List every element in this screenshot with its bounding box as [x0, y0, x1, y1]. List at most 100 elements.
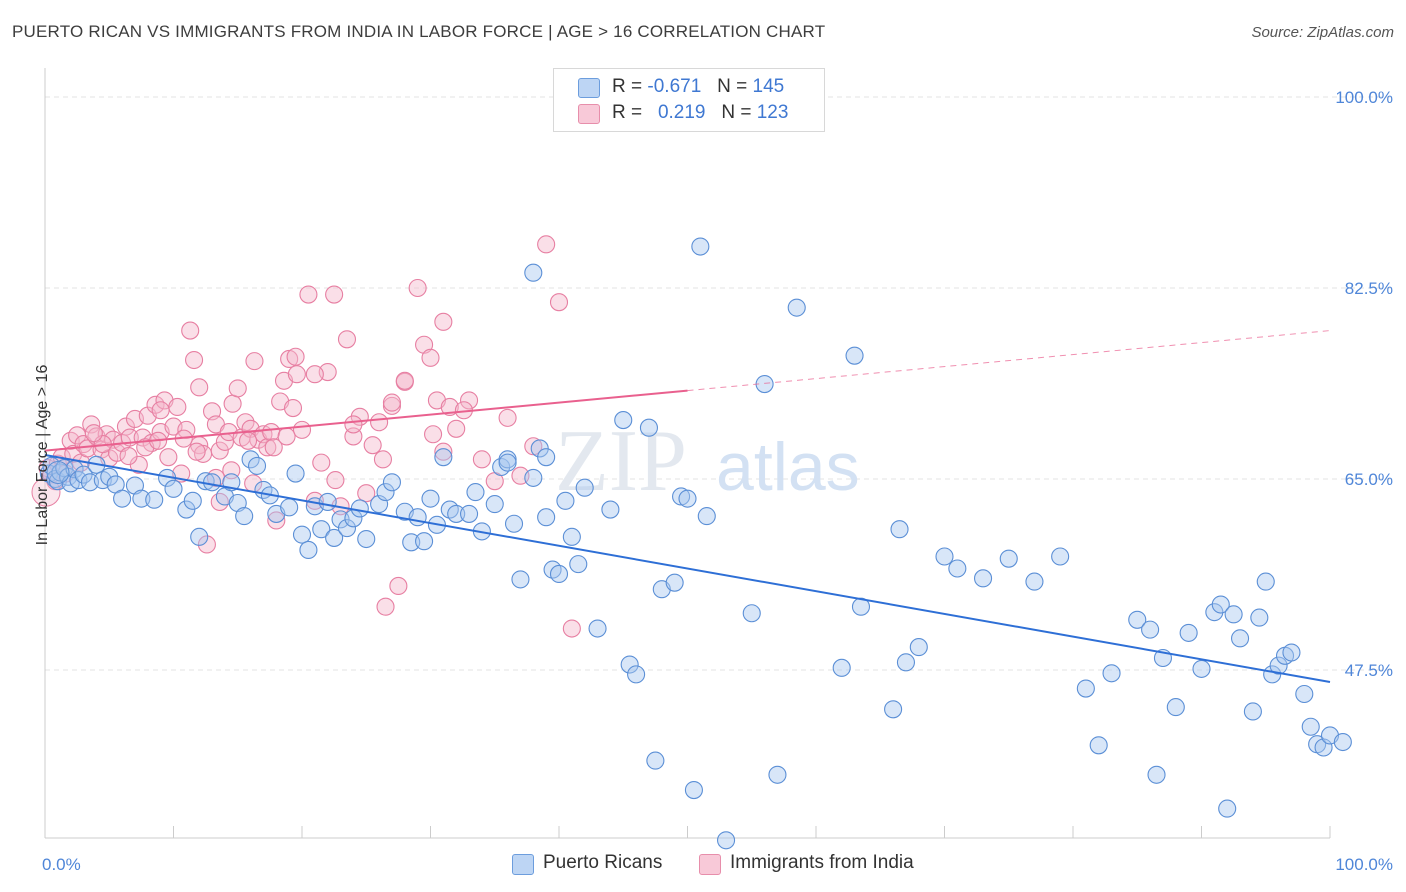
puerto-rican-point	[1128, 610, 1147, 629]
legend-label: Immigrants from India	[730, 852, 914, 873]
y-tick-label: 47.5%	[1345, 661, 1393, 680]
india-point	[434, 442, 453, 461]
legend-n-label: N =	[717, 76, 748, 97]
india-point	[344, 415, 363, 434]
puerto-rican-point	[575, 478, 594, 497]
x-tick-label: 100.0%	[1335, 855, 1393, 874]
puerto-rican-point	[524, 468, 543, 487]
puerto-rican-point	[318, 492, 337, 511]
y-axis-label: In Labor Force | Age > 16	[34, 364, 51, 546]
india-point	[472, 450, 491, 469]
puerto-rican-point	[511, 570, 530, 589]
puerto-rican-point	[325, 528, 344, 547]
puerto-rican-point	[832, 658, 851, 677]
puerto-rican-point	[1218, 799, 1237, 818]
puerto-rican-point	[768, 765, 787, 784]
puerto-rican-point	[350, 499, 369, 518]
puerto-rican-point	[1141, 620, 1160, 639]
watermark: ZIP atlas	[555, 413, 860, 510]
legend-r-label: R =	[612, 102, 643, 123]
puerto-rican-point	[164, 479, 183, 498]
india-point	[370, 413, 389, 432]
puerto-rican-point	[639, 418, 659, 437]
legend-n-value: 145	[752, 76, 785, 97]
india-point	[168, 397, 187, 417]
puerto-rican-point	[716, 831, 736, 850]
puerto-rican-point	[376, 483, 395, 502]
puerto-rican-point	[280, 498, 299, 517]
puerto-rican-point	[1282, 643, 1301, 662]
puerto-rican-point	[1147, 765, 1166, 784]
india-point	[305, 365, 324, 384]
puerto-rican-point	[678, 489, 697, 508]
y-tick-labels: 47.5% 65.0% 82.5% 100.0%	[1335, 88, 1393, 680]
puerto-rican-point	[1205, 603, 1224, 622]
legend-n-value: 123	[756, 102, 789, 123]
india-point	[537, 235, 556, 254]
india-point	[238, 431, 258, 450]
puerto-rican-point	[415, 532, 434, 551]
axes	[44, 68, 1331, 839]
india-point	[223, 394, 242, 413]
puerto-rican-point	[549, 564, 569, 584]
puerto-rican-point	[498, 453, 517, 472]
puerto-rican-point	[684, 781, 703, 800]
puerto-rican-point	[614, 411, 633, 430]
puerto-rican-point	[241, 450, 260, 469]
puerto-rican-point	[485, 495, 504, 514]
india-point	[197, 535, 216, 554]
puerto-rican-point	[74, 465, 93, 484]
legend-n-label: N =	[721, 102, 752, 123]
india-point	[185, 350, 204, 370]
x-tick-label: 0.0%	[42, 855, 81, 874]
legend-label: Puerto Ricans	[543, 852, 663, 873]
india-point	[228, 379, 247, 398]
india-point	[357, 484, 376, 503]
legend-swatch-pink	[578, 104, 600, 124]
india-point	[286, 347, 305, 366]
india-point	[287, 365, 306, 384]
puerto-rican-point	[896, 653, 916, 672]
puerto-rican-point	[1250, 608, 1269, 627]
india-point	[258, 438, 277, 457]
india-point	[415, 335, 434, 354]
y-tick-label: 82.5%	[1345, 279, 1393, 298]
legend-r-label: R =	[612, 76, 643, 97]
watermark-zip: ZIP	[555, 413, 687, 510]
puerto-rican-point	[1301, 717, 1320, 736]
puerto-rican-point	[100, 467, 119, 486]
puerto-rican-point	[1089, 736, 1108, 755]
india-point	[283, 399, 303, 418]
puerto-rican-point	[1211, 595, 1230, 614]
puerto-rican-point	[948, 559, 967, 578]
india-point	[312, 453, 331, 472]
puerto-rican-point	[235, 507, 254, 526]
trend-line-india	[44, 389, 688, 452]
india-point	[376, 597, 395, 616]
india-point	[151, 401, 170, 420]
india-point	[440, 397, 459, 417]
india-point	[389, 576, 408, 596]
india-point	[408, 278, 427, 298]
puerto-rican-point	[697, 507, 716, 526]
puerto-rican-point	[646, 751, 665, 770]
india-point	[159, 448, 178, 467]
legend-swatch-blue	[512, 854, 534, 875]
puerto-rican-point	[113, 489, 132, 508]
trend-lines	[44, 330, 1331, 683]
x-tick-labels: 0.0% 100.0%	[42, 855, 1393, 874]
puerto-rican-point	[1243, 702, 1262, 721]
puerto-rican-point	[421, 489, 440, 508]
india-point	[119, 447, 138, 466]
india-point	[190, 378, 209, 397]
india-point	[421, 348, 440, 367]
india-point	[277, 427, 296, 446]
puerto-rican-point	[884, 700, 903, 719]
y-tick-label: 100.0%	[1335, 88, 1393, 107]
puerto-rican-point	[408, 508, 427, 527]
puerto-rican-point	[402, 533, 421, 552]
puerto-rican-point	[562, 527, 581, 546]
india-point	[395, 371, 414, 390]
puerto-rican-point	[999, 549, 1018, 568]
